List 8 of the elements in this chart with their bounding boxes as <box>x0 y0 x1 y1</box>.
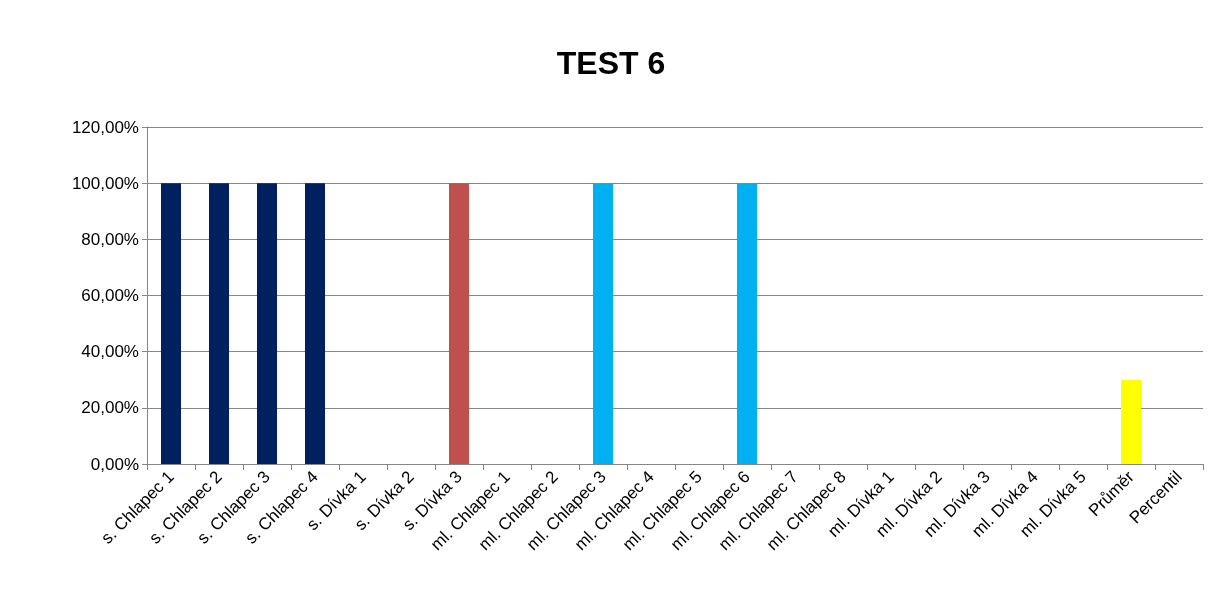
y-tick-label: 120,00% <box>71 117 139 137</box>
y-tick-label: 40,00% <box>81 342 139 362</box>
y-tick-label: 80,00% <box>81 229 139 249</box>
y-tick-label: 0,00% <box>90 454 139 474</box>
y-tick-label: 60,00% <box>81 286 139 305</box>
y-tick-label: 100,00% <box>71 173 139 193</box>
y-tick-label: 20,00% <box>81 398 139 418</box>
chart-title: TEST 6 <box>556 45 666 81</box>
